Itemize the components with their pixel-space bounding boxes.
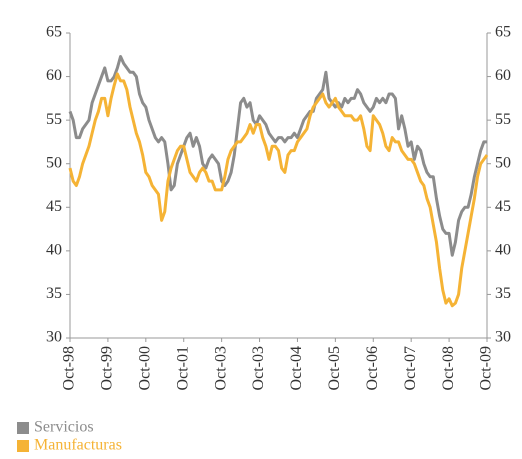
x-tick-label: Oct-00: [136, 346, 153, 390]
x-tick-label: Oct-04: [288, 346, 305, 390]
y-tick-label: 55: [46, 111, 62, 128]
y-tick-label: 40: [46, 242, 62, 259]
x-tick-label: Oct-03: [212, 346, 229, 390]
y-tick-label: 50: [46, 154, 62, 171]
legend-swatch: [17, 440, 29, 452]
legend-swatch: [17, 422, 29, 434]
y2-tick-label: 45: [495, 198, 511, 215]
y2-tick-label: 40: [495, 242, 511, 259]
y2-tick-label: 50: [495, 154, 511, 171]
legend-label: Servicios: [34, 419, 94, 436]
y-tick-label: 45: [46, 198, 62, 215]
y2-tick-label: 60: [495, 67, 511, 84]
x-tick-label: Oct-03: [250, 346, 267, 390]
x-tick-label: Oct-98: [61, 346, 78, 390]
y-tick-label: 65: [46, 24, 62, 41]
y-tick-label: 60: [46, 67, 62, 84]
y2-tick-label: 65: [495, 24, 511, 41]
x-tick-label: Oct-07: [402, 346, 419, 390]
x-tick-label: Oct-06: [364, 346, 381, 390]
y2-tick-label: 55: [495, 111, 511, 128]
legend-label: Manufacturas: [34, 437, 122, 454]
y-tick-label: 30: [46, 329, 62, 346]
x-tick-label: Oct-08: [440, 346, 457, 390]
y-tick-label: 35: [46, 285, 62, 302]
series-line: [68, 72, 489, 308]
y2-tick-label: 30: [495, 329, 511, 346]
series-line: [68, 55, 487, 257]
x-tick-label: Oct-01: [174, 346, 191, 390]
x-tick-label: Oct-05: [326, 346, 343, 390]
x-tick-label: Oct-99: [99, 346, 116, 390]
y2-tick-label: 35: [495, 285, 511, 302]
x-tick-label: Oct-09: [478, 346, 495, 390]
